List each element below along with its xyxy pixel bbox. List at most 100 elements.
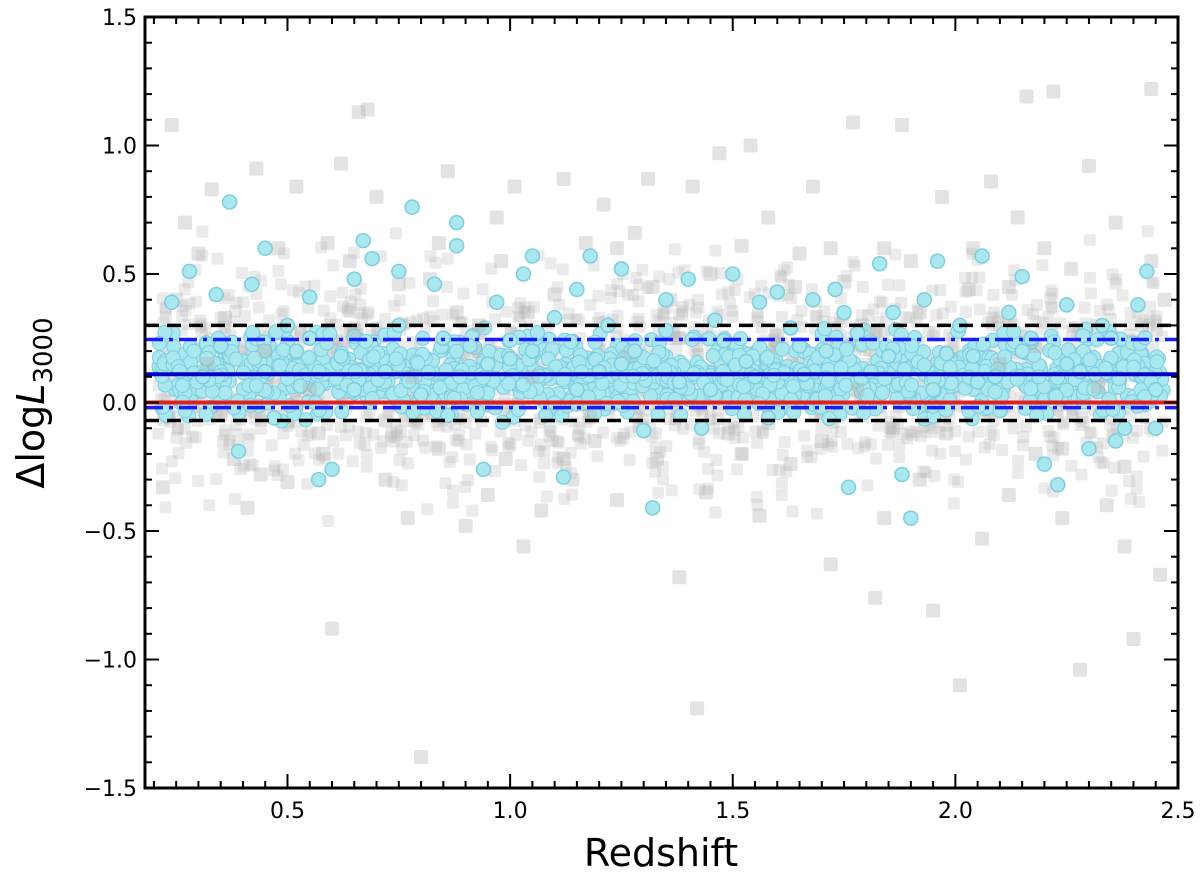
band-gray-marker	[983, 438, 996, 451]
band-gray-marker	[439, 477, 452, 490]
gray-marker	[1037, 241, 1052, 256]
band-gray-marker	[317, 304, 330, 317]
band-gray-marker	[652, 486, 665, 499]
band-gray-marker	[297, 438, 310, 451]
band-gray-marker	[393, 454, 406, 467]
cyan-marker	[805, 291, 821, 308]
band-gray-marker	[485, 440, 498, 453]
gray-marker	[351, 105, 366, 120]
cyan-marker	[1147, 381, 1164, 398]
band-gray-marker	[970, 284, 983, 297]
band-gray-marker	[417, 312, 430, 325]
band-gray-marker	[360, 460, 373, 473]
band-gray-marker	[304, 426, 317, 439]
band-gray-marker	[732, 420, 745, 433]
band-gray-marker	[155, 462, 168, 475]
cyan-marker	[658, 291, 674, 308]
band-gray-marker	[782, 278, 795, 291]
gray-marker	[845, 115, 860, 130]
cyan-marker	[221, 194, 238, 210]
band-gray-marker	[960, 305, 973, 318]
band-gray-marker	[677, 422, 690, 435]
gray-marker	[1019, 89, 1034, 104]
cyan-marker	[693, 420, 710, 436]
gray-marker	[712, 146, 727, 161]
band-gray-marker	[216, 434, 229, 447]
band-gray-marker	[653, 270, 666, 283]
cyan-marker	[163, 294, 180, 311]
cyan-marker	[782, 320, 799, 336]
band-gray-marker	[683, 298, 696, 311]
band-gray-marker	[229, 492, 242, 505]
band-gray-marker	[897, 427, 910, 440]
band-gray-marker	[572, 430, 585, 443]
band-gray-marker	[947, 497, 960, 510]
band-gray-marker	[525, 425, 538, 438]
gray-marker	[641, 171, 656, 186]
band-gray-marker	[244, 458, 257, 471]
gray-marker	[1055, 511, 1070, 526]
cyan-marker	[827, 281, 843, 298]
cyan-marker	[925, 381, 941, 398]
cyan-marker	[355, 232, 371, 249]
band-gray-marker	[356, 312, 369, 325]
band-gray-marker	[665, 484, 678, 497]
band-gray-marker	[1137, 314, 1150, 327]
band-gray-marker	[353, 306, 366, 319]
band-gray-marker	[509, 428, 522, 441]
gray-marker	[302, 382, 317, 397]
band-gray-marker	[906, 428, 919, 441]
gray-marker	[672, 570, 687, 585]
band-gray-marker	[466, 504, 479, 517]
band-gray-marker	[237, 460, 250, 473]
cyan-marker	[524, 343, 541, 359]
x-tick-label: 0.5	[270, 799, 305, 824]
gray-marker	[886, 421, 901, 436]
band-gray-marker	[962, 430, 975, 443]
band-gray-marker	[810, 507, 823, 520]
gray-marker	[877, 241, 892, 256]
band-gray-marker	[944, 300, 957, 313]
band-gray-marker	[728, 284, 741, 297]
band-gray-marker	[324, 290, 337, 303]
y-tick-label: 0.0	[102, 392, 137, 417]
band-gray-marker	[421, 503, 434, 516]
band-gray-marker	[1044, 284, 1057, 297]
band-gray-marker	[773, 463, 786, 476]
band-gray-marker	[702, 482, 715, 495]
cyan-marker	[916, 291, 932, 308]
cyan-marker	[738, 353, 754, 370]
band-gray-marker	[379, 312, 392, 325]
band-gray-marker	[1085, 427, 1098, 440]
band-gray-marker	[287, 284, 300, 297]
band-gray-marker	[691, 294, 704, 307]
band-gray-marker	[636, 263, 649, 276]
band-gray-marker	[959, 285, 972, 298]
gray-marker	[258, 344, 273, 359]
band-gray-marker	[429, 256, 442, 269]
band-gray-marker	[909, 425, 922, 438]
band-cyan-marker	[987, 384, 1003, 400]
band-cyan-marker	[916, 357, 932, 373]
band-gray-marker	[795, 304, 808, 317]
band-gray-marker	[203, 499, 216, 512]
band-gray-marker	[726, 304, 739, 317]
band-gray-marker	[611, 309, 624, 322]
band-gray-marker	[858, 440, 871, 453]
gray-marker	[494, 254, 509, 269]
band-gray-marker	[672, 308, 685, 321]
band-gray-marker	[874, 295, 887, 308]
cyan-marker	[969, 374, 986, 390]
gray-marker	[1144, 81, 1159, 96]
gray-marker	[1099, 498, 1114, 513]
band-gray-marker	[558, 492, 571, 505]
band-gray-marker	[966, 271, 979, 284]
band-gray-marker	[749, 425, 762, 438]
band-gray-marker	[633, 278, 646, 291]
band-gray-marker	[798, 429, 811, 442]
cyan-marker	[591, 363, 607, 380]
band-gray-marker	[1130, 470, 1143, 483]
band-gray-marker	[698, 445, 711, 458]
cyan-marker	[181, 263, 198, 280]
